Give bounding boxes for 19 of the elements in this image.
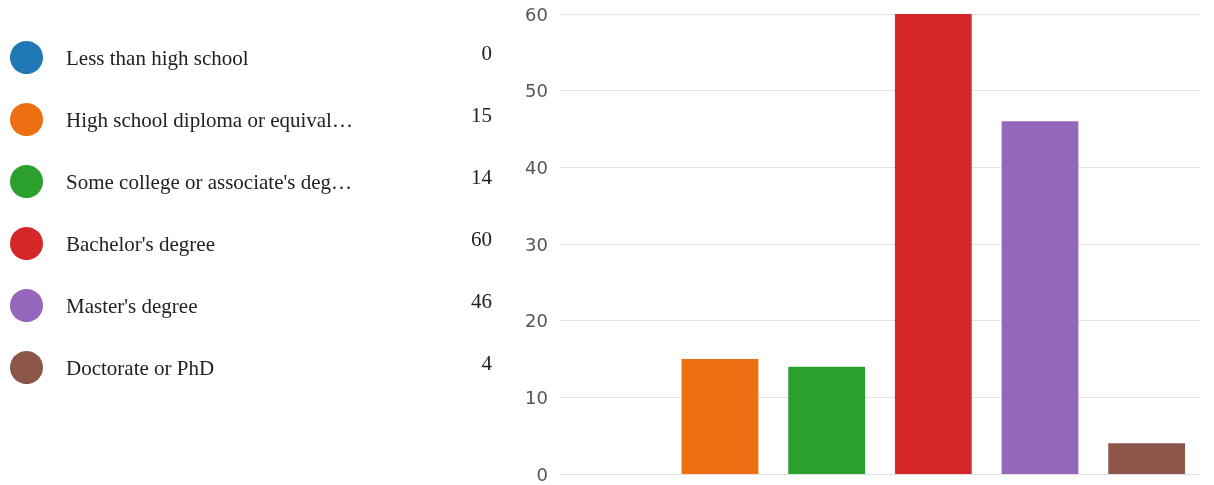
y-tick-label: 60 [525,3,548,25]
legend-label: Doctorate or PhD [66,355,215,380]
legend-label: Master's degree [66,293,198,318]
text: 46 [470,289,492,313]
legend-label: Less than high school [66,45,249,70]
legend-label: Bachelor's degree [66,231,215,256]
y-tick-label: 20 [525,310,548,332]
y-tick-label: 40 [525,156,548,178]
text: 4 [480,351,492,375]
y-tick-label: 10 [525,386,548,408]
text: 60 [470,227,492,251]
text: 15 [470,103,492,127]
text: 0 [480,41,492,65]
y-tick-label: 0 [536,463,548,485]
text: 14 [470,165,492,189]
y-tick-label: 50 [525,80,548,102]
legend-label: High school diploma or equival… [66,107,353,132]
y-tick-label: 30 [525,233,548,255]
legend-label: Some college or associate's deg… [66,169,353,194]
